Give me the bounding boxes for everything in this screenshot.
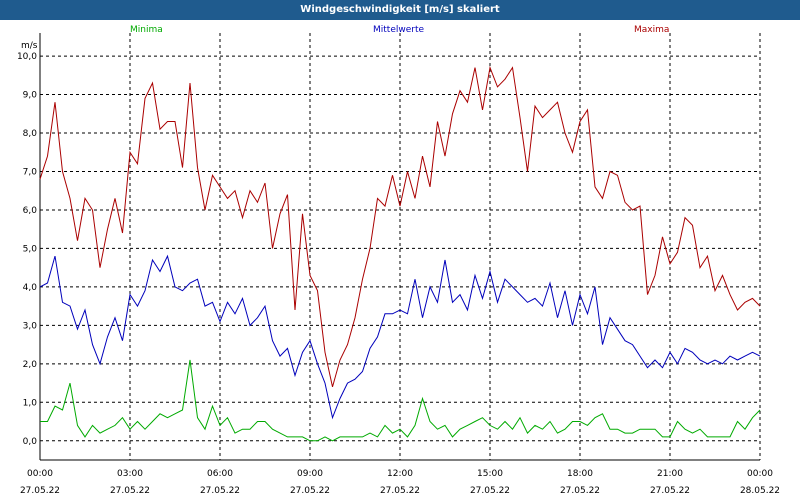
x-tick-time: 03:00	[117, 469, 143, 479]
x-tick-date: 27.05.22	[110, 486, 150, 496]
x-tick-time: 00:00	[27, 469, 53, 479]
x-tick-time: 06:00	[207, 469, 233, 479]
legend-mittelwerte: Mittelwerte	[373, 25, 425, 35]
x-tick-date: 28.05.22	[740, 486, 780, 496]
series-line-mittelwerte	[39, 254, 761, 420]
y-tick-label: 5,0	[23, 244, 38, 254]
y-axis-label: m/s	[21, 41, 38, 51]
y-tick-label: 7,0	[23, 167, 38, 177]
legend-minima: Minima	[130, 25, 163, 35]
y-tick-label: 10,0	[17, 52, 37, 62]
y-tick-label: 6,0	[23, 206, 38, 216]
x-tick-date: 27.05.22	[650, 486, 690, 496]
y-tick-label: 1,0	[23, 398, 38, 408]
y-tick-label: 9,0	[23, 91, 38, 101]
x-tick-time: 09:00	[297, 469, 323, 479]
chart-title: Windgeschwindigkeit [m/s] skaliert	[0, 0, 800, 20]
x-tick-time: 15:00	[477, 469, 503, 479]
y-tick-label: 3,0	[23, 321, 38, 331]
x-tick-date: 27.05.22	[380, 486, 420, 496]
x-tick-date: 27.05.22	[560, 486, 600, 496]
x-tick-date: 27.05.22	[20, 486, 60, 496]
series-lines	[39, 65, 761, 442]
y-tick-label: 8,0	[23, 129, 38, 139]
x-tick-time: 12:00	[387, 469, 413, 479]
axes	[39, 33, 761, 461]
x-tick-time: 21:00	[657, 469, 683, 479]
x-tick-time: 00:00	[747, 469, 773, 479]
series-line-minima	[40, 359, 761, 442]
y-tick-label: 2,0	[23, 360, 38, 370]
y-tick-label: 4,0	[23, 283, 38, 293]
x-tick-date: 27.05.22	[290, 486, 330, 496]
legend-maxima: Maxima	[634, 25, 670, 35]
x-tick-date: 27.05.22	[200, 486, 240, 496]
y-tick-label: 0,0	[23, 437, 38, 447]
x-tick-date: 27.05.22	[470, 486, 510, 496]
tick-labels: 0,0 1,0 2,0 3,0 4,0 5,0 6,0 7,0 8,0 9,0 10,0 00:00 2…	[17, 52, 780, 496]
series-line-maxima	[39, 65, 761, 388]
x-tick-time: 18:00	[567, 469, 593, 479]
grid-lines	[40, 33, 760, 460]
